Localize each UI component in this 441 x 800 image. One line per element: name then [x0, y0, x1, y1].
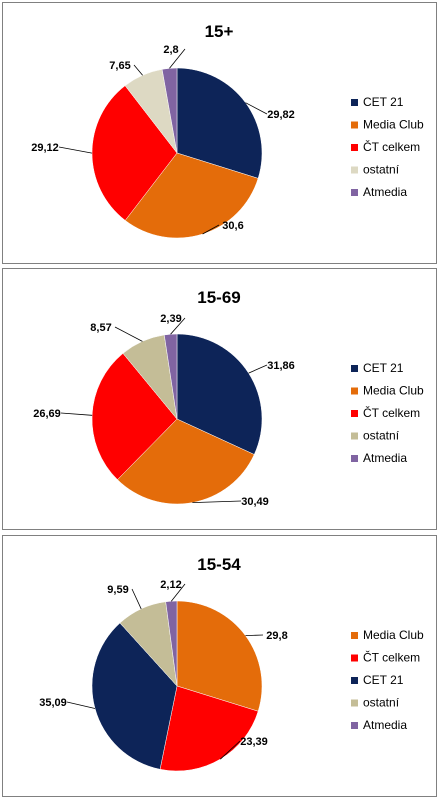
pie-slice-media-club	[176, 600, 263, 712]
legend-swatch	[351, 654, 358, 662]
legend-swatch	[351, 677, 358, 684]
legend-swatch	[351, 99, 358, 106]
legend-swatch	[351, 632, 358, 639]
pie-slice-cet-21	[91, 622, 178, 770]
data-label: 2,39	[160, 313, 181, 325]
legend-swatch	[351, 121, 358, 129]
data-label: 31,86	[267, 360, 295, 372]
legend-entry-media-club: Media Club	[363, 118, 424, 132]
chart-panel-15-54: 15-54 29,8 23,39 35,09 9,59 2,12 Media Club ČT …	[2, 535, 437, 797]
leader-line	[245, 102, 268, 115]
data-label: 35,09	[39, 697, 67, 709]
leader-line	[170, 583, 186, 602]
legend-swatch	[351, 455, 358, 462]
leader-line	[202, 224, 220, 235]
legend-swatch	[351, 365, 358, 372]
legend-swatch	[351, 410, 358, 417]
data-label: 8,57	[90, 322, 111, 334]
legend-entry-atmedia: Atmedia	[363, 185, 407, 199]
chart-title: 15-54	[197, 555, 241, 574]
data-label: 2,12	[160, 579, 181, 591]
legend-swatch	[351, 387, 358, 395]
pie-slice-atmedia	[161, 67, 178, 154]
chart-title: 15-69	[197, 288, 240, 307]
legend-swatch	[351, 722, 358, 729]
leader-line	[60, 412, 93, 416]
pie-slice-media-club	[117, 418, 255, 505]
leader-line	[114, 326, 143, 342]
data-label: 30,6	[222, 220, 243, 232]
chart-panel-15-69: 15-69 31,86 30,49 26,69 8,57 2,39 CET 21 Media …	[2, 268, 437, 530]
data-label: 26,69	[33, 408, 61, 420]
legend-swatch	[351, 189, 358, 196]
pie-slice-cet-21	[176, 67, 263, 179]
chart-title: 15+	[205, 22, 234, 41]
chart-panel-15plus: 15+ 29,82 30,6 29,12 7,65 2,8 CET 21 Media Club…	[2, 2, 437, 264]
leader-line	[170, 317, 186, 335]
pie-slice-ct-celkem	[91, 85, 178, 221]
legend-entry-cet-21: CET 21	[363, 361, 404, 375]
pie-chart-svg: 15-69 31,86 30,49 26,69 8,57 2,39 CET 21 Media …	[33, 288, 424, 508]
pie-chart-svg: 15+ 29,82 30,6 29,12 7,65 2,8 CET 21 Media Club…	[31, 22, 424, 239]
legend-entry-ct-celkem: ČT celkem	[363, 650, 420, 665]
legend-entry-ct-celkem: ČT celkem	[363, 405, 420, 420]
data-label: 7,65	[109, 60, 130, 72]
pie-slice-ct-celkem	[91, 353, 178, 481]
legend-entry-ostatni: ostatní	[363, 429, 400, 443]
legend-swatch	[351, 144, 358, 151]
leader-line	[131, 588, 142, 610]
leader-line	[58, 146, 93, 154]
data-label: 2,8	[163, 44, 178, 56]
legend-entry-atmedia: Atmedia	[363, 451, 407, 465]
legend-entry-atmedia: Atmedia	[363, 718, 407, 732]
legend-entry-cet-21: CET 21	[363, 95, 404, 109]
data-label: 29,82	[267, 109, 295, 121]
pie-slice-cet-21	[176, 333, 263, 455]
data-label: 9,59	[107, 584, 128, 596]
legend-entry-media-club: Media Club	[363, 384, 424, 398]
legend-entry-media-club: Media Club	[363, 628, 424, 642]
pie-slice-atmedia	[163, 333, 178, 420]
data-label: 29,8	[266, 630, 287, 642]
leader-line	[220, 740, 241, 760]
leader-line	[192, 500, 242, 503]
legend-swatch	[351, 432, 358, 440]
data-label: 30,49	[241, 496, 269, 508]
leader-line	[169, 48, 186, 69]
legend-entry-ct-celkem: ČT celkem	[363, 139, 420, 154]
legend-entry-cet-21: CET 21	[363, 673, 404, 687]
leader-line	[245, 634, 264, 636]
legend-swatch	[351, 699, 358, 707]
pie-chart-svg: 15-54 29,8 23,39 35,09 9,59 2,12 Media Club ČT …	[39, 555, 424, 772]
leader-line	[248, 364, 268, 374]
legend-entry-ostatni: ostatní	[363, 163, 400, 177]
legend-swatch	[351, 166, 358, 174]
leader-line	[133, 64, 143, 76]
data-label: 23,39	[240, 736, 268, 748]
legend-entry-ostatni: ostatní	[363, 696, 400, 710]
leader-line	[66, 701, 96, 709]
data-label: 29,12	[31, 142, 59, 154]
